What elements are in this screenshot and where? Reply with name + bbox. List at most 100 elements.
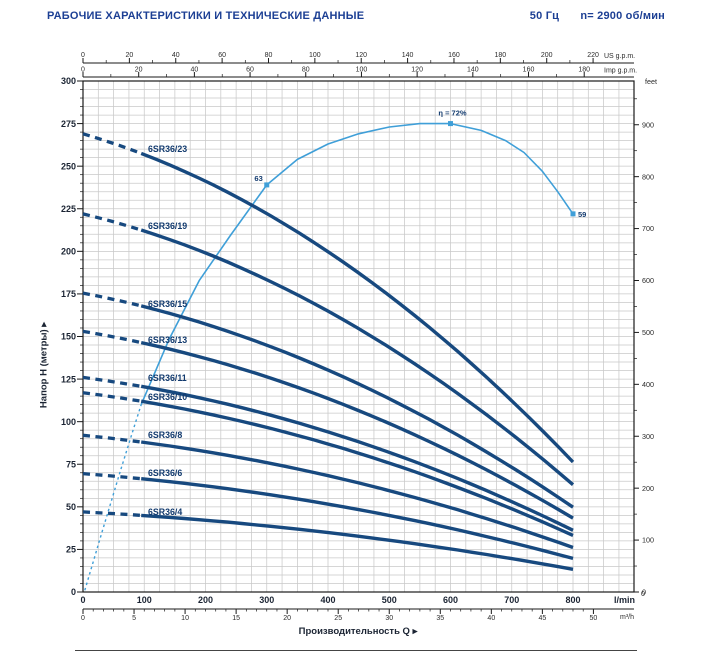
page-title: РАБОЧИЕ ХАРАКТЕРИСТИКИ И ТЕХНИЧЕСКИЕ ДАН… — [47, 10, 365, 22]
curve-label: 6SR36/11 — [148, 373, 187, 383]
lmin-tick-label: 600 — [443, 595, 458, 605]
pump-curve-6SR36/8 — [140, 440, 574, 550]
impgpm-tick-label: 80 — [302, 67, 310, 74]
curve-label: 6SR36/13 — [148, 335, 187, 345]
curve-label: 6SR36/19 — [148, 221, 187, 231]
efficiency-marker-59-label: 59 — [578, 210, 586, 219]
page-header: РАБОЧИЕ ХАРАКТЕРИСТИКИ И ТЕХНИЧЕСКИЕ ДАН… — [47, 10, 665, 22]
efficiency-curve — [140, 122, 574, 405]
feet-axis-unit: feet — [645, 77, 657, 86]
pump-curve-6SR36/19 — [140, 228, 575, 486]
curve-label: 6SR36/10 — [148, 392, 187, 402]
x-axis-title: Производительность Q ▸ — [298, 626, 418, 637]
meters-tick-label: 75 — [66, 459, 76, 469]
pump-curve-dashed-6SR36/8 — [82, 433, 142, 444]
feet-zero-label: 0 — [641, 589, 645, 598]
bottom-rule — [75, 650, 637, 651]
pump-curve-6SR36/6 — [141, 477, 574, 561]
pump-curve-dashed-6SR36/13 — [82, 329, 142, 345]
impgpm-tick-label: 0 — [81, 67, 85, 74]
curve-label: 6SR36/6 — [148, 468, 182, 478]
impgpm-tick-label: 140 — [467, 67, 479, 74]
m3h-tick-label: 15 — [232, 615, 240, 622]
pump-curve-dashed-6SR36/11 — [82, 375, 142, 388]
impgpm-tick-label: 20 — [135, 67, 143, 74]
m3h-tick-label: 5 — [132, 615, 136, 622]
lmin-tick-label: 800 — [565, 595, 580, 605]
lmin-tick-label: 300 — [259, 595, 274, 605]
meters-tick-label: 50 — [66, 502, 76, 512]
meters-tick-label: 300 — [61, 76, 76, 86]
speed-label: n= 2900 об/мин — [580, 10, 665, 22]
pump-curve-dashed-6SR36/10 — [82, 391, 142, 403]
impgpm-tick-label: 180 — [578, 67, 590, 74]
impgpm-axis-unit: Imp g.p.m. — [604, 68, 637, 75]
meters-tick-label: 125 — [61, 374, 76, 384]
pump-curve-dashed-6SR36/15 — [82, 291, 142, 308]
meters-tick-label: 0 — [71, 587, 76, 597]
usgpm-tick-label: 180 — [494, 52, 506, 59]
m3h-tick-label: 45 — [538, 615, 546, 622]
frequency-label: 50 Гц — [529, 10, 560, 22]
usgpm-tick-label: 40 — [172, 52, 180, 59]
pump-curve-6SR36/4 — [141, 513, 574, 571]
y-axis-title: Напор H (метры) ▸ — [38, 321, 50, 409]
efficiency-marker-63 — [264, 182, 270, 188]
header-specs: 50 Гц n= 2900 об/мин — [512, 10, 665, 22]
pump-curve-dashed-6SR36/19 — [82, 212, 142, 232]
lmin-axis-unit: l/min — [614, 595, 635, 605]
m3h-tick-label: 35 — [436, 615, 444, 622]
lmin-tick-label: 200 — [198, 595, 213, 605]
usgpm-axis-unit: US g.p.m. — [604, 53, 635, 60]
m3h-tick-label: 0 — [81, 615, 85, 622]
meters-tick-label: 150 — [61, 332, 76, 342]
pump-curve-dashed-6SR36/4 — [82, 510, 142, 518]
usgpm-tick-label: 0 — [81, 52, 85, 59]
m3h-tick-label: 25 — [334, 615, 342, 622]
meters-tick-label: 250 — [61, 161, 76, 171]
usgpm-tick-label: 120 — [355, 52, 367, 59]
meters-tick-label: 25 — [66, 545, 76, 555]
usgpm-tick-label: 140 — [402, 52, 414, 59]
curve-label: 6SR36/15 — [148, 299, 187, 309]
feet-tick-label: 700 — [642, 224, 654, 233]
usgpm-tick-label: 60 — [218, 52, 226, 59]
efficiency-peak-marker — [448, 121, 453, 127]
lmin-tick-label: 100 — [137, 595, 152, 605]
curve-label: 6SR36/4 — [148, 507, 182, 517]
m3h-tick-label: 40 — [487, 615, 495, 622]
feet-tick-label: 0 — [642, 588, 646, 597]
efficiency-peak-label: η = 72% — [438, 109, 466, 118]
feet-tick-label: 800 — [642, 172, 654, 181]
pump-curve-6SR36/11 — [140, 384, 574, 532]
usgpm-tick-label: 200 — [541, 52, 553, 59]
impgpm-tick-label: 60 — [246, 67, 254, 74]
usgpm-tick-label: 80 — [265, 52, 273, 59]
pump-curve-6SR36/23 — [140, 151, 575, 464]
lmin-tick-label: 0 — [80, 595, 85, 605]
usgpm-tick-label: 100 — [309, 52, 321, 59]
lmin-tick-label: 700 — [504, 595, 519, 605]
impgpm-tick-label: 120 — [411, 67, 423, 74]
m3h-axis-unit: m³/h — [620, 614, 634, 621]
lmin-tick-label: 500 — [382, 595, 397, 605]
feet-tick-label: 200 — [642, 484, 654, 493]
usgpm-tick-label: 220 — [587, 52, 599, 59]
feet-tick-label: 300 — [642, 432, 654, 441]
pump-curve-6SR36/13 — [140, 340, 574, 520]
usgpm-tick-label: 20 — [125, 52, 133, 59]
efficiency-marker-63-label: 63 — [254, 174, 262, 183]
efficiency-marker-59 — [570, 211, 576, 217]
m3h-tick-label: 50 — [590, 615, 598, 622]
m3h-tick-label: 10 — [181, 615, 189, 622]
feet-tick-label: 900 — [642, 120, 654, 129]
meters-tick-label: 200 — [61, 247, 76, 257]
pump-curve-dashed-6SR36/6 — [82, 471, 142, 481]
impgpm-tick-label: 100 — [356, 67, 368, 74]
meters-tick-label: 175 — [61, 289, 76, 299]
pump-curve-6SR36/10 — [140, 399, 574, 537]
feet-tick-label: 500 — [642, 328, 654, 337]
meters-tick-label: 225 — [61, 204, 76, 214]
